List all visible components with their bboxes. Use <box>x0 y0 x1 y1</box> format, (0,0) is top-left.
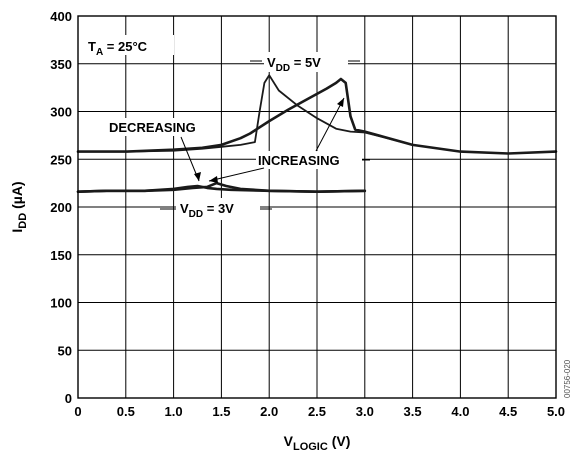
x-tick-label: 2.0 <box>260 404 278 419</box>
y-tick-label: 0 <box>65 391 72 406</box>
figure-code: 00756-020 <box>563 359 572 398</box>
x-tick-label: 0.5 <box>117 404 135 419</box>
y-tick-label: 100 <box>50 296 72 311</box>
y-tick-label: 150 <box>50 248 72 263</box>
increasing-pointer-right <box>316 98 344 151</box>
y-axis-title: IDD (µA) <box>9 181 29 232</box>
increasing-annotation: INCREASING <box>258 153 340 168</box>
x-tick-label: 2.5 <box>308 404 326 419</box>
y-tick-label: 300 <box>50 105 72 120</box>
x-tick-label: 1.0 <box>165 404 183 419</box>
x-tick-label: 0 <box>74 404 81 419</box>
y-tick-label: 50 <box>58 343 72 358</box>
x-axis-title: VLOGIC (V) <box>284 433 351 453</box>
decreasing-annotation: DECREASING <box>109 120 196 135</box>
increasing-right-arrowhead <box>337 98 344 107</box>
x-tick-label: 1.5 <box>212 404 230 419</box>
increasing-left-arrowhead <box>209 176 218 183</box>
grid-lines <box>78 16 556 398</box>
x-tick-label: 5.0 <box>547 404 565 419</box>
x-tick-label: 4.5 <box>499 404 517 419</box>
y-tick-label: 350 <box>50 57 72 72</box>
y-tick-label: 400 <box>50 9 72 24</box>
x-tick-label: 3.5 <box>404 404 422 419</box>
decreasing-arrowhead <box>194 172 201 181</box>
y-tick-label: 200 <box>50 200 72 215</box>
y-tick-label: 250 <box>50 152 72 167</box>
x-tick-label: 4.0 <box>451 404 469 419</box>
x-tick-label: 3.0 <box>356 404 374 419</box>
